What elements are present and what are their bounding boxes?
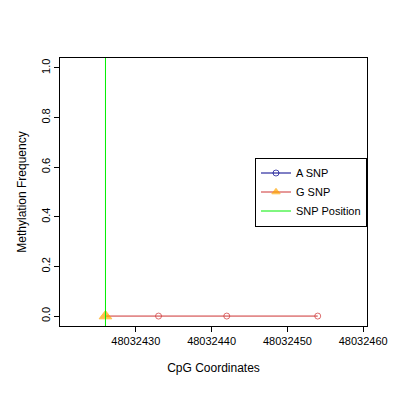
svg-text:48032440: 48032440 [187,335,236,347]
svg-text:0.2: 0.2 [40,257,52,272]
svg-text:0.6: 0.6 [40,158,52,173]
svg-text:48032450: 48032450 [263,335,312,347]
svg-text:0.8: 0.8 [40,108,52,123]
svg-text:0.4: 0.4 [40,208,52,223]
svg-text:0.0: 0.0 [40,307,52,322]
svg-text:Methylation Frequency: Methylation Frequency [15,131,29,252]
svg-text:1.0: 1.0 [40,59,52,74]
svg-text:48032430: 48032430 [111,335,160,347]
svg-text:A SNP: A SNP [296,167,328,179]
svg-text:SNP Position: SNP Position [296,205,361,217]
svg-text:CpG Coordinates: CpG Coordinates [167,361,260,375]
svg-text:48032460: 48032460 [339,335,388,347]
svg-text:G SNP: G SNP [296,186,330,198]
